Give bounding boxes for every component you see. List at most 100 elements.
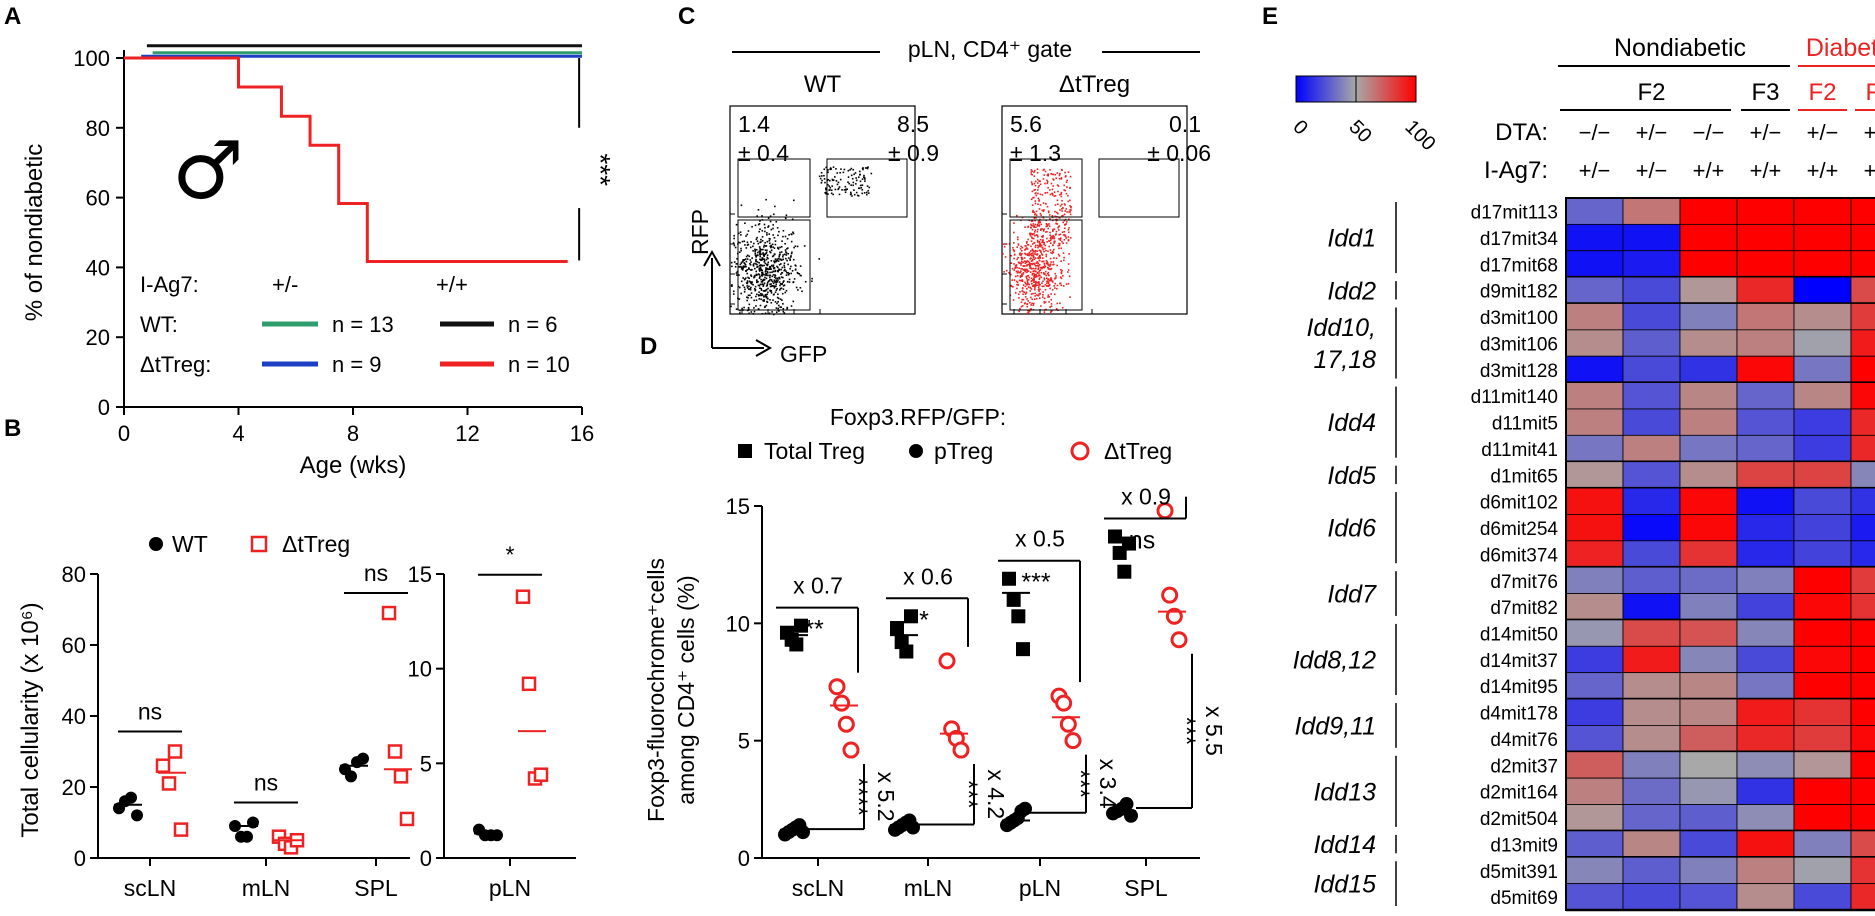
panel-c-event [760, 289, 763, 291]
panel-c-event [1035, 297, 1038, 300]
panel-c-event [1036, 253, 1039, 256]
panel-c-event [1049, 306, 1051, 308]
panel-c-event [819, 177, 822, 180]
panel-c-event [1031, 190, 1034, 193]
panel-c-event [758, 277, 761, 279]
panel-d-legend-dttreg: ΔtTreg [1104, 438, 1172, 464]
panel-c-event [1055, 233, 1057, 235]
panel-c-event [784, 242, 786, 245]
panel-c-event [747, 288, 750, 290]
panel-c-event [1049, 287, 1051, 290]
panel-c-event [755, 279, 758, 282]
panel-c-event [783, 266, 786, 269]
panel-c-event [1012, 286, 1014, 288]
panel-c-event [765, 272, 768, 275]
panel-c-event [1017, 238, 1019, 241]
panel-c-event [1039, 269, 1042, 271]
panel-e-heat-cell [1793, 250, 1852, 278]
panel-c-event [1041, 241, 1043, 244]
panel-c-event [775, 279, 778, 282]
panel-c-event [755, 270, 758, 273]
panel-c-event [1020, 245, 1022, 248]
panel-c-event [1010, 284, 1013, 287]
panel-e-heat-cell [1679, 540, 1738, 568]
panel-c-event [1038, 257, 1041, 259]
panel-c-event [766, 283, 769, 285]
panel-c-ylabel: RFP [687, 209, 713, 255]
panel-c-event [1035, 267, 1037, 270]
panel-e-heat-cell [1622, 303, 1681, 331]
panel-c-event [1051, 173, 1054, 176]
panel-c-event [748, 280, 751, 283]
panel-c-event [1039, 250, 1042, 252]
panel-c-event [1027, 274, 1030, 277]
panel-c-event [740, 267, 743, 270]
panel-c-event [1025, 261, 1028, 264]
panel-c-event [1063, 259, 1065, 262]
panel-c-event [779, 287, 782, 290]
panel-c-event [777, 300, 779, 303]
panel-c-event [769, 268, 772, 270]
panel-c-event [784, 268, 786, 271]
panel-c-event [746, 285, 748, 287]
panel-c-event [1019, 307, 1021, 310]
panel-c-event [1036, 281, 1039, 284]
panel-c-event [1048, 223, 1050, 225]
panel-c-event [1047, 294, 1050, 296]
panel-c-event [797, 289, 799, 291]
panel-e-heat-cell [1793, 329, 1852, 357]
panel-c-event [1058, 242, 1061, 245]
panel-c-event [1036, 178, 1039, 181]
panel-e-heat-cell [1793, 276, 1852, 304]
panel-c-event [780, 268, 782, 271]
panel-c-event [1024, 226, 1026, 228]
panel-c-event [1020, 264, 1022, 266]
panel-c-event [744, 270, 747, 272]
panel-c-event [758, 284, 761, 287]
panel-c-event [1067, 271, 1069, 273]
panel-c-event [1051, 235, 1053, 238]
panel-c-event [828, 185, 831, 187]
panel-c-event [829, 186, 832, 189]
panel-c-event [1042, 202, 1045, 204]
panel-d-dttreg-point [828, 678, 846, 696]
panel-e-heat-cell [1565, 355, 1624, 383]
panel-c-event [804, 280, 807, 283]
panel-c-event [1047, 296, 1049, 298]
panel-c-event [1045, 231, 1047, 233]
panel-c-event [1060, 193, 1063, 195]
panel-c-event [789, 267, 791, 270]
panel-c-event [759, 254, 761, 256]
panel-c-event [1042, 210, 1045, 213]
panel-c-event [770, 228, 773, 231]
panel-e-heat-cell [1622, 276, 1681, 304]
panel-c-event [752, 283, 754, 286]
panel-c-event [763, 300, 765, 302]
panel-c-event [766, 281, 769, 284]
panel-c-gate [1009, 219, 1083, 311]
panel-c-event [1005, 243, 1008, 245]
panel-c-event [766, 263, 769, 266]
panel-c-event [1022, 284, 1025, 286]
panel-c-event [1042, 241, 1044, 244]
panel-c-event [1027, 238, 1029, 241]
panel-c-event [1050, 278, 1053, 281]
panel-c-event [1012, 248, 1015, 251]
panel-c-event [1027, 270, 1030, 273]
panel-c-event [1033, 258, 1036, 261]
panel-c-event [1033, 225, 1036, 227]
panel-c-event [801, 290, 803, 293]
panel-c-event [779, 283, 782, 285]
panel-c-event [751, 257, 753, 259]
panel-c-event [755, 256, 757, 258]
panel-c-event [824, 192, 826, 194]
panel-c-event [1048, 265, 1051, 267]
panel-e-heat-cell [1679, 250, 1738, 278]
panel-c-event [1055, 218, 1058, 221]
panel-c-event [767, 268, 770, 271]
panel-a-legend-row-label: ΔtTreg: [140, 352, 211, 377]
panel-c-event [1012, 246, 1014, 249]
panel-c-event [1034, 180, 1037, 183]
panel-c-event [1062, 252, 1065, 254]
panel-e-colorbar-tick: 0 [1288, 116, 1311, 139]
